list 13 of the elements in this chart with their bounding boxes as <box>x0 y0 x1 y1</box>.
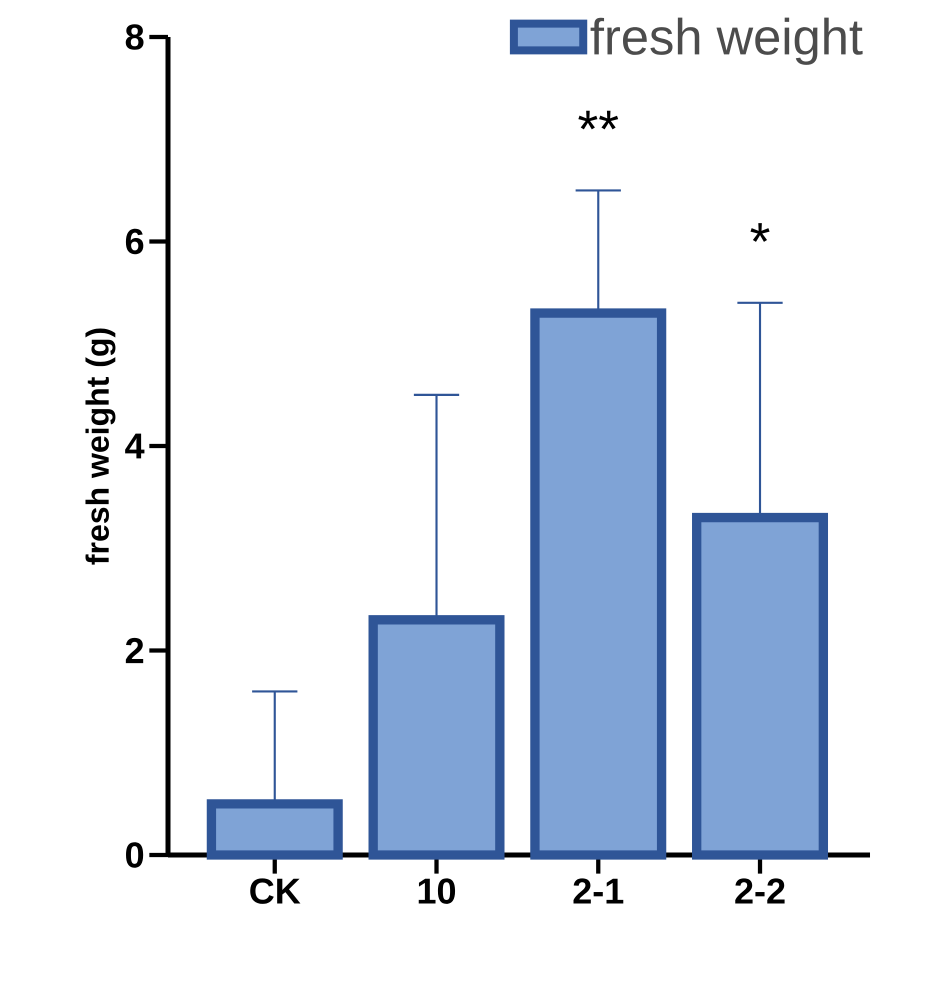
y-tick-label: 2 <box>126 638 144 664</box>
y-tick-label: 8 <box>126 24 144 50</box>
x-tick-label: 10 <box>418 878 456 904</box>
y-tick-label: 6 <box>126 228 144 254</box>
legend-label: fresh weight <box>590 18 863 65</box>
x-tick-label: CK <box>250 878 300 904</box>
y-axis-title: fresh weight (g) <box>85 328 116 565</box>
annotation: ** <box>578 110 618 130</box>
y-tick-label: 4 <box>125 434 144 458</box>
annotation: * <box>750 223 770 242</box>
y-tick-label: 0 <box>126 842 144 868</box>
x-tick-label: 2-2 <box>735 878 785 904</box>
x-tick-label: 2-1 <box>574 878 624 904</box>
